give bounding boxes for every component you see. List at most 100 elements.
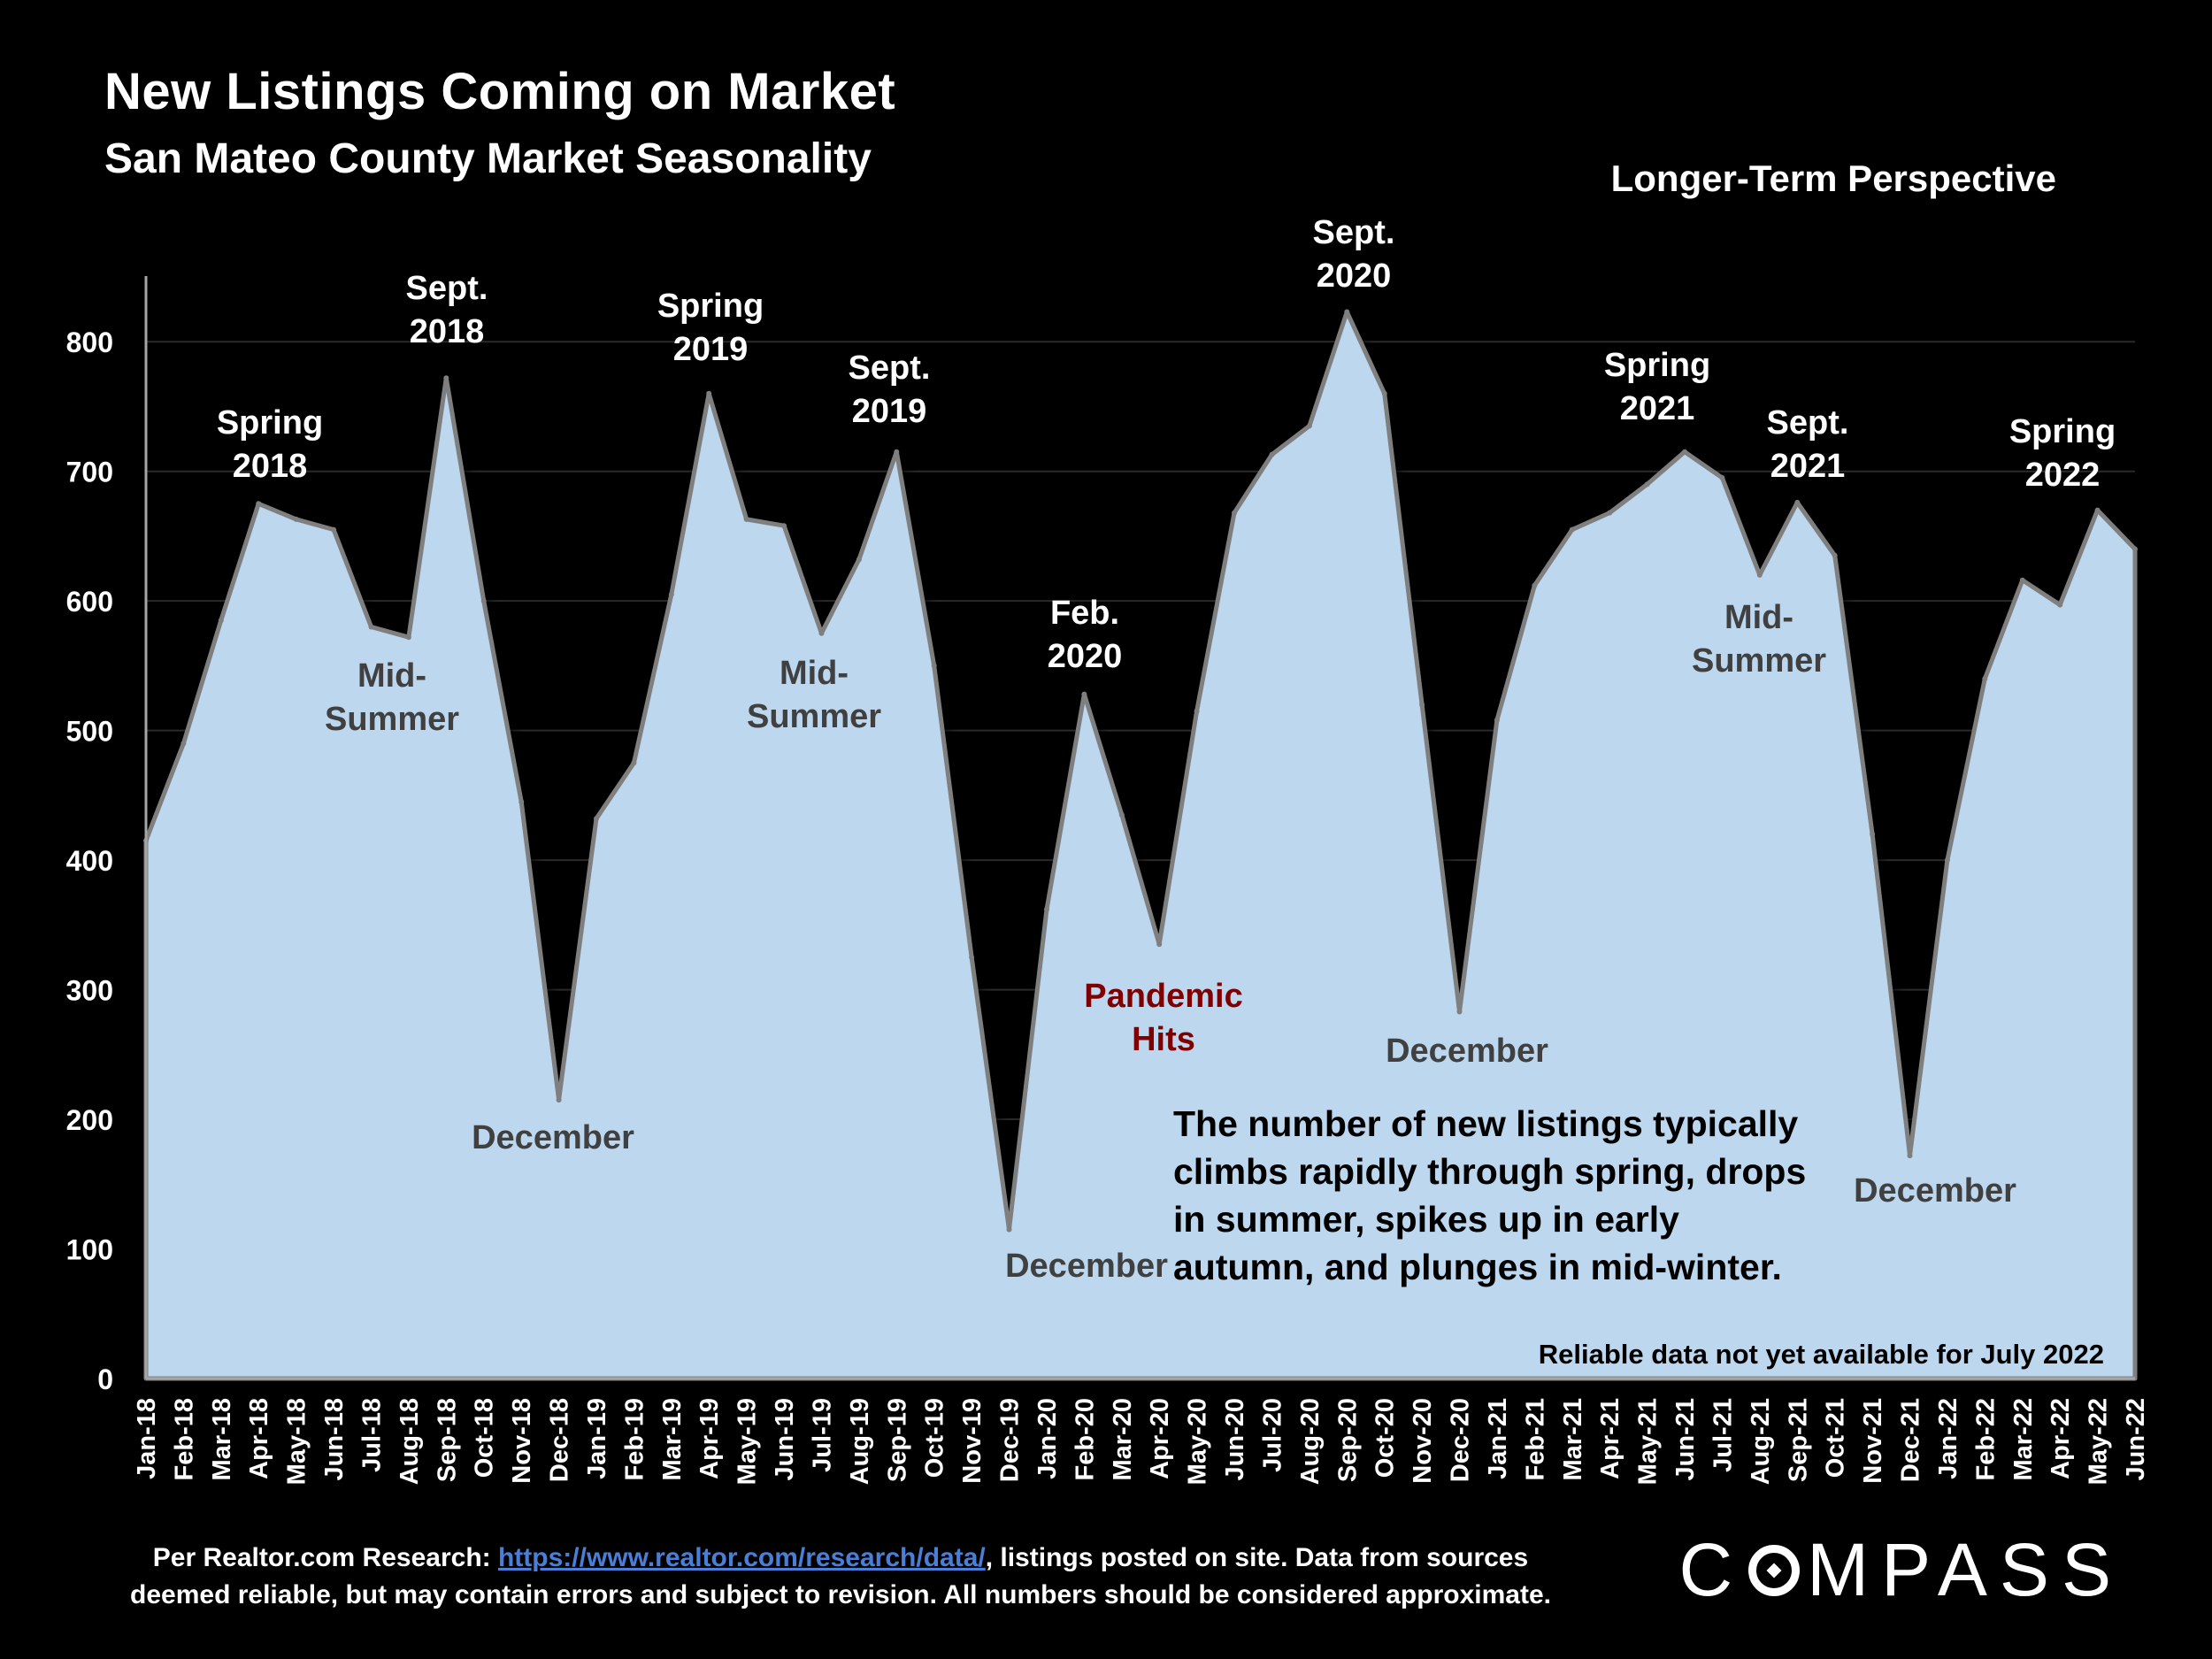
x-tick-label: May-19 <box>733 1398 762 1485</box>
annotation-label: December <box>1005 1248 1168 1285</box>
data-point <box>1944 857 1950 864</box>
data-point <box>556 1097 562 1103</box>
data-point <box>1081 691 1087 697</box>
data-point <box>518 799 525 805</box>
description-text: The number of new listings typically clim… <box>1173 1103 1806 1287</box>
data-point <box>2019 577 2025 583</box>
data-point <box>1344 309 1350 315</box>
x-tick-label: Mar-19 <box>658 1398 687 1481</box>
annotation-label: Feb. 2020 <box>1048 595 1123 675</box>
annotation-label: Spring 2021 <box>1604 347 1710 427</box>
compass-ring-icon <box>1748 1544 1801 1596</box>
x-tick-label: Dec-20 <box>1447 1398 1475 1482</box>
data-point <box>1719 475 1725 480</box>
annotation-label: December <box>1854 1172 2016 1210</box>
data-point <box>443 375 449 381</box>
data-point <box>1456 1009 1463 1015</box>
data-point <box>1682 449 1687 455</box>
x-tick-label: Sep-19 <box>883 1398 911 1482</box>
logo-text-start: C <box>1678 1528 1746 1611</box>
x-tick-label: Sep-20 <box>1333 1398 1362 1482</box>
x-tick-label: Jun-22 <box>2122 1398 2150 1480</box>
x-tick-label: Aug-21 <box>1747 1398 1775 1485</box>
annotation-label: Pandemic Hits <box>1084 978 1243 1058</box>
data-point <box>1044 906 1049 912</box>
annotation-label: December <box>472 1119 634 1156</box>
x-tick-label: Mar-21 <box>1559 1398 1587 1481</box>
annotation-label: Spring 2019 <box>657 288 764 368</box>
data-point <box>1156 941 1163 948</box>
y-tick-label: 800 <box>66 326 113 358</box>
x-tick-label: Apr-22 <box>2047 1398 2075 1479</box>
x-tick-label: Mar-22 <box>2009 1398 2038 1481</box>
x-tick-label: Oct-20 <box>1371 1398 1400 1478</box>
data-point <box>894 449 900 455</box>
data-point <box>818 630 825 636</box>
y-tick-label: 300 <box>66 975 113 1007</box>
x-tick-label: Aug-20 <box>1296 1398 1325 1485</box>
y-tick-label: 400 <box>66 845 113 877</box>
x-tick-label: Feb-18 <box>170 1398 198 1480</box>
footnote-prefix: Per Realtor.com Research: <box>152 1543 498 1572</box>
footnote-line-1: Per Realtor.com Research: https://www.re… <box>71 1540 1610 1577</box>
x-tick-label: Aug-19 <box>846 1398 874 1485</box>
x-tick-label: Apr-18 <box>245 1398 273 1479</box>
data-point <box>331 526 337 533</box>
data-point <box>368 624 374 630</box>
data-point <box>1982 676 1988 682</box>
x-tick-label: Jun-19 <box>771 1398 799 1480</box>
data-point <box>1006 1226 1012 1233</box>
x-tick-label: Apr-20 <box>1146 1398 1174 1479</box>
data-point <box>1494 717 1500 723</box>
data-point <box>594 816 599 822</box>
x-tick-label: Dec-21 <box>1897 1398 1925 1482</box>
data-point <box>293 516 299 522</box>
data-point <box>218 618 224 624</box>
x-tick-label: May-18 <box>283 1398 311 1485</box>
x-tick-label: Nov-19 <box>958 1398 987 1484</box>
x-tick-label: Nov-21 <box>1859 1398 1887 1484</box>
data-point <box>1118 811 1125 818</box>
data-point <box>1232 510 1237 516</box>
x-tick-label: Nov-18 <box>508 1398 536 1484</box>
x-tick-label: Dec-19 <box>996 1398 1025 1482</box>
data-point <box>631 760 637 766</box>
x-tick-label: Feb-21 <box>1521 1398 1549 1480</box>
data-point <box>706 390 712 396</box>
data-point <box>1419 702 1425 708</box>
annotation-label: Mid-Summer <box>1692 599 1826 680</box>
x-tick-label: Jan-18 <box>133 1398 161 1479</box>
x-tick-label: Jun-21 <box>1671 1398 1700 1480</box>
x-tick-label: Oct-18 <box>471 1398 499 1478</box>
x-tick-label: Feb-19 <box>620 1398 649 1480</box>
data-point <box>1870 831 1876 837</box>
data-point <box>1269 451 1275 457</box>
annotation-label: Mid-Summer <box>325 657 459 738</box>
x-tick-label: Apr-19 <box>695 1398 724 1479</box>
x-tick-label: Feb-22 <box>1971 1398 2000 1480</box>
source-link[interactable]: https://www.realtor.com/research/data/ <box>497 1543 986 1572</box>
annotation-label: Sept. 2019 <box>849 349 931 430</box>
annotation-label: Sept. 2020 <box>1313 214 1395 295</box>
annotation-label: Sept. 2018 <box>406 270 488 350</box>
perspective-label: Longer-Term Perspective <box>1610 157 2056 199</box>
x-tick-label: May-20 <box>1184 1398 1212 1485</box>
data-point <box>1381 390 1387 396</box>
y-tick-label: 500 <box>66 716 113 748</box>
x-tick-label: May-22 <box>2085 1398 2113 1485</box>
x-tick-label: Jan-22 <box>1934 1398 1962 1479</box>
data-point <box>1794 499 1801 505</box>
source-footnote: Per Realtor.com Research: https://www.re… <box>71 1540 1610 1614</box>
annotation-label: December <box>1386 1033 1548 1070</box>
y-tick-label: 0 <box>97 1363 113 1395</box>
annotation-label: Spring 2022 <box>2009 413 2116 494</box>
data-point <box>1756 572 1763 578</box>
data-point <box>969 955 975 960</box>
x-tick-label: Oct-19 <box>921 1398 949 1478</box>
data-point <box>2057 602 2063 608</box>
x-tick-label: Oct-21 <box>1822 1398 1850 1478</box>
annotation-label: Mid-Summer <box>747 655 881 735</box>
annotation-label: Sept. 2021 <box>1767 404 1849 485</box>
data-point <box>1194 708 1200 714</box>
